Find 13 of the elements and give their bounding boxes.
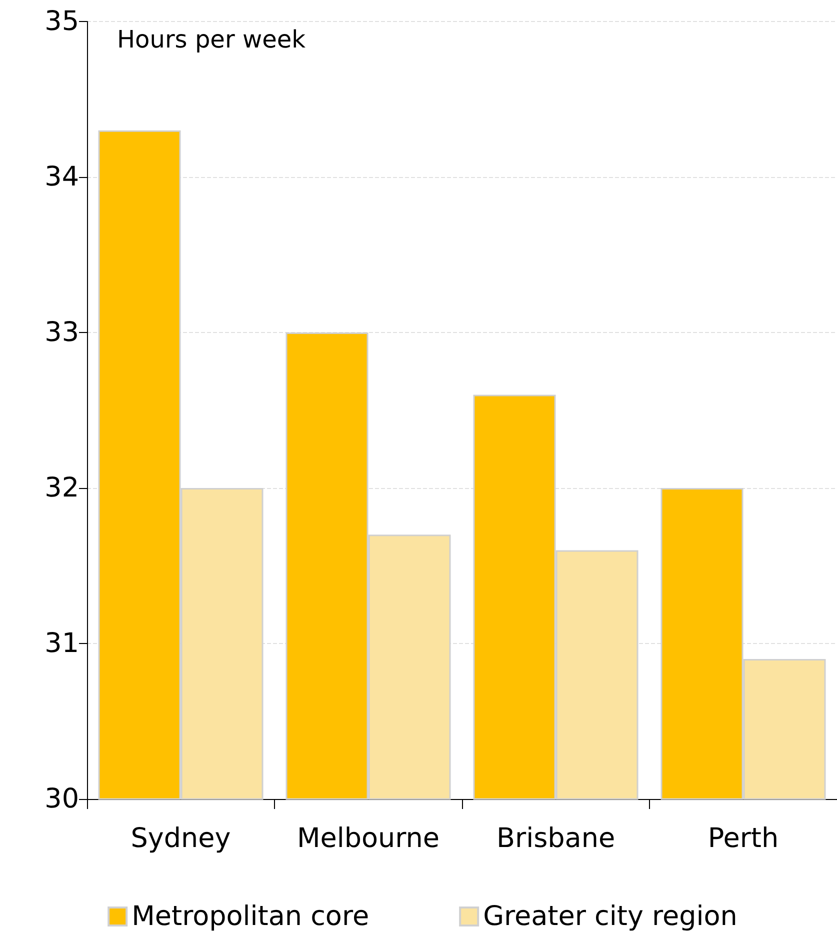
y-tick-label: 33 bbox=[44, 317, 79, 348]
x-tick-label: Brisbane bbox=[496, 823, 616, 854]
y-axis-title: Hours per week bbox=[117, 26, 306, 54]
x-tick-label: Sydney bbox=[130, 823, 231, 854]
y-tick-label: 32 bbox=[44, 472, 79, 504]
legend-label: Metropolitan core bbox=[132, 901, 370, 932]
y-tick-label: 34 bbox=[44, 162, 79, 192]
y-tick-label: 35 bbox=[44, 6, 79, 37]
x-tick-label: Melbourne bbox=[296, 823, 440, 854]
y-tick-label: 31 bbox=[44, 628, 79, 659]
legend-label: Greater city region bbox=[483, 901, 738, 932]
y-tick-label: 30 bbox=[44, 784, 79, 814]
x-tick-label: Perth bbox=[708, 823, 779, 854]
